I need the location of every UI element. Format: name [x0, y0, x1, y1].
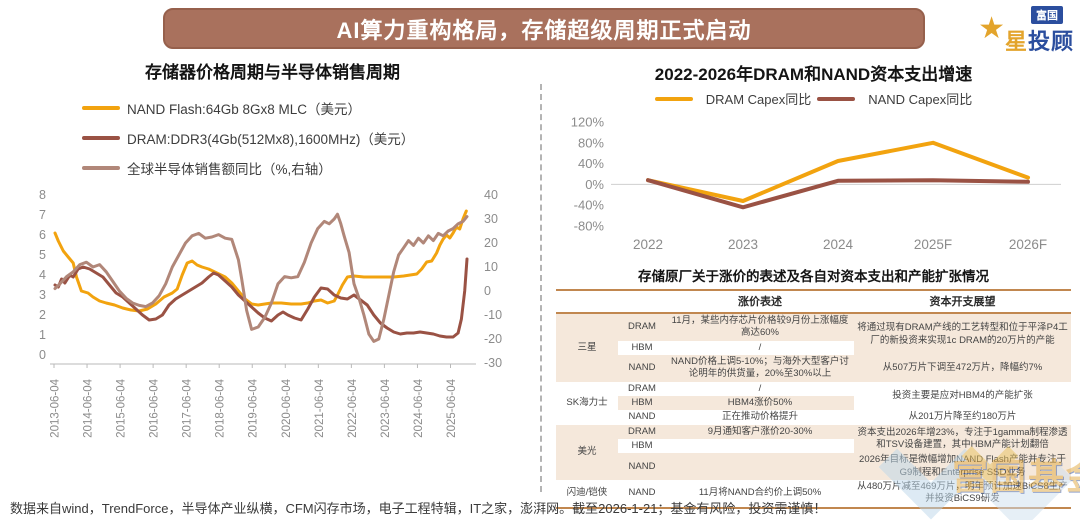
svg-text:120%: 120% [571, 115, 605, 130]
logo-org-badge: 富国 [1030, 6, 1063, 24]
svg-text:2025-06-04: 2025-06-04 [446, 378, 458, 437]
svg-text:0: 0 [39, 348, 46, 362]
svg-text:-20: -20 [484, 332, 502, 346]
left-chart-title: 存储器价格周期与半导体销售周期 [145, 63, 400, 82]
table-row: 美光 DRAM 9月通知客户涨价20-30% 资本支出2026年增23%，专注于… [556, 424, 1071, 481]
table-title: 存储原厂关于涨价的表述及各自对资本支出和产能扩张情况 [638, 269, 989, 284]
table-row: NAND 2026年目标是微幅增加NAND Flash产能并专注于G9制程和En… [556, 453, 1071, 481]
nand-line-swatch [82, 106, 120, 110]
svg-text:6: 6 [39, 228, 46, 242]
source-disclaimer: 数据来自wind，TrendForce，半导体产业纵横，CFM闪存市场，电子工程… [10, 501, 827, 516]
svg-text:80%: 80% [578, 135, 604, 150]
table-row: HBM HBM4涨价50% [556, 396, 1071, 411]
header-statement: 涨价表述 [666, 290, 854, 314]
svg-text:8: 8 [39, 188, 46, 202]
table-row: NAND 正在推动价格提升 从201万片降至约180万片 [556, 410, 1071, 425]
left-chart-legend: NAND Flash:64Gb 8Gx8 MLC（美元） DRAM:DDR3(4… [82, 93, 525, 183]
svg-text:2021-06-04: 2021-06-04 [314, 378, 326, 437]
svg-text:5: 5 [39, 248, 46, 262]
svg-text:2023-06-04: 2023-06-04 [380, 378, 392, 437]
svg-text:30: 30 [484, 212, 498, 226]
logo-product-rest: 投顾 [1027, 29, 1074, 54]
svg-text:2026F: 2026F [1009, 237, 1047, 252]
svg-text:-30: -30 [484, 356, 502, 370]
capex-chart-title: 2022-2026年DRAM和NAND资本支出增速 [654, 65, 973, 84]
header-outlook: 资本开支展望 [854, 290, 1071, 314]
vendor-pricing-table: 涨价表述 资本开支展望 三星 DRAM 11月，某些内存芯片价格较9月份上涨幅度… [556, 289, 1071, 509]
svg-text:2024-06-04: 2024-06-04 [413, 378, 425, 437]
svg-text:2025F: 2025F [914, 237, 952, 252]
capex-chart-legend: DRAM Capex同比 NAND Capex同比 [556, 89, 1071, 108]
svg-text:-10: -10 [484, 308, 502, 322]
svg-text:2022-06-04: 2022-06-04 [347, 378, 359, 437]
svg-text:20: 20 [484, 236, 498, 250]
svg-text:4: 4 [39, 268, 46, 282]
svg-text:2014-06-04: 2014-06-04 [83, 378, 95, 437]
svg-text:10: 10 [484, 260, 498, 274]
svg-text:2: 2 [39, 308, 46, 322]
svg-text:0%: 0% [585, 177, 604, 192]
svg-text:2022: 2022 [633, 237, 663, 252]
svg-text:2024: 2024 [823, 237, 854, 252]
legend-item-semi-sales: 全球半导体销售额同比（%,右轴） [82, 153, 525, 183]
legend-item-nand: NAND Flash:64Gb 8Gx8 MLC（美元） [82, 93, 525, 123]
vertical-dashed-divider [540, 84, 542, 492]
table-row: SK海力士 DRAM / 投资主要是应对HBM4的产能扩张 [556, 381, 1071, 425]
star-icon: ★ [978, 12, 1005, 45]
right-section: 2022-2026年DRAM和NAND资本支出增速 DRAM Capex同比 N… [556, 60, 1071, 509]
brand-logo: ★ 富国 星投顾 [978, 6, 1074, 56]
sales-line-swatch [82, 166, 120, 170]
svg-text:2016-06-04: 2016-06-04 [149, 378, 161, 437]
svg-text:40%: 40% [578, 156, 604, 171]
capex-growth-chart: 120% 80% 40% 0% -40% -80% 2022 2023 2024 2025F 202… [571, 115, 1061, 252]
legend-item-dram: DRAM:DDR3(4Gb(512Mx8),1600MHz)（美元） [82, 123, 525, 153]
svg-text:2023: 2023 [728, 237, 758, 252]
table-row: 闪迪/铠侠 NAND 11月将NAND合约价上调50% 从480万片减至469万… [556, 480, 1071, 508]
svg-text:7: 7 [39, 208, 46, 222]
table-row: HBM [556, 439, 1071, 454]
svg-text:40: 40 [484, 188, 498, 202]
svg-text:2020-06-04: 2020-06-04 [281, 378, 293, 437]
svg-text:-80%: -80% [574, 219, 605, 234]
nand-capex-swatch [817, 96, 856, 101]
slide-title: AI算力重构格局，存储超级周期正式启动 [336, 17, 752, 43]
dram-capex-swatch [654, 96, 693, 101]
logo-product-first-char: 星 [1004, 29, 1028, 54]
svg-text:2018-06-04: 2018-06-04 [215, 378, 227, 437]
svg-text:3: 3 [39, 288, 46, 302]
svg-text:2019-06-04: 2019-06-04 [248, 378, 260, 437]
table-header-row: 涨价表述 资本开支展望 [556, 290, 1071, 314]
table-row: 三星 DRAM 11月，某些内存芯片价格较9月份上涨幅度高达60% 将通过现有D… [556, 313, 1071, 382]
left-chart-section: 存储器价格周期与半导体销售周期 NAND Flash:64Gb 8Gx8 MLC… [20, 58, 525, 480]
svg-text:1: 1 [39, 328, 46, 342]
logo-product-name: 星投顾 [1005, 24, 1074, 56]
table-row: HBM / [556, 340, 1071, 356]
svg-text:0: 0 [484, 284, 491, 298]
table-row: NAND NAND价格上调5-10%；与海外大型客户讨论明年的供货量，20%至3… [556, 355, 1071, 382]
svg-text:-40%: -40% [574, 198, 605, 213]
svg-text:2015-06-04: 2015-06-04 [116, 378, 128, 437]
dram-line-swatch [82, 136, 120, 140]
svg-text:2013-06-04: 2013-06-04 [50, 378, 62, 437]
svg-text:2017-06-04: 2017-06-04 [182, 378, 194, 437]
title-banner: AI算力重构格局，存储超级周期正式启动 [163, 8, 925, 49]
